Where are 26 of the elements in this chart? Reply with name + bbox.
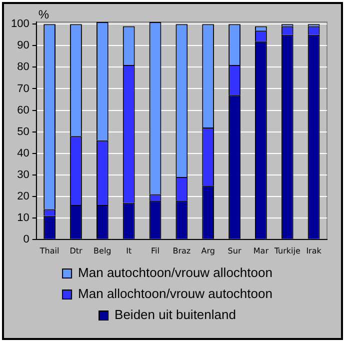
x-tick-label: Fil bbox=[151, 246, 160, 256]
y-tick-label: 50 bbox=[17, 126, 30, 138]
y-axis-title: % bbox=[38, 7, 50, 22]
x-tick-label: Thail bbox=[38, 246, 60, 256]
y-tick-label: 60 bbox=[17, 104, 30, 116]
y-tick-label: 40 bbox=[17, 147, 30, 160]
y-tick-label: 90 bbox=[17, 40, 30, 52]
y-tick-label: 100 bbox=[10, 18, 30, 30]
y-tick-label: 20 bbox=[17, 190, 30, 202]
y-tick-label: 70 bbox=[17, 82, 30, 95]
x-tick-label: Arg bbox=[201, 246, 215, 256]
x-tick-label: Turkije bbox=[273, 246, 300, 256]
legend-label: Beiden uit buitenland bbox=[114, 307, 236, 322]
y-tick-label: 80 bbox=[17, 61, 30, 74]
x-tick-label: Belg bbox=[94, 246, 112, 256]
x-tick-label: Braz bbox=[172, 246, 191, 256]
x-tick-label: Mar bbox=[253, 246, 270, 256]
x-tick-label: Irak bbox=[306, 246, 322, 256]
x-tick-label: Sur bbox=[228, 246, 242, 256]
x-tick-label: It bbox=[126, 246, 132, 256]
y-tick-label: 30 bbox=[17, 168, 30, 181]
legend-label: Man allochtoon/vrouw autochtoon bbox=[78, 286, 272, 302]
y-tick-label: 10 bbox=[17, 212, 30, 224]
y-tick-label: 0 bbox=[23, 233, 30, 246]
legend-label: Man autochtoon/vrouw allochtoon bbox=[78, 265, 272, 280]
x-tick-label: Dtr bbox=[70, 246, 83, 256]
